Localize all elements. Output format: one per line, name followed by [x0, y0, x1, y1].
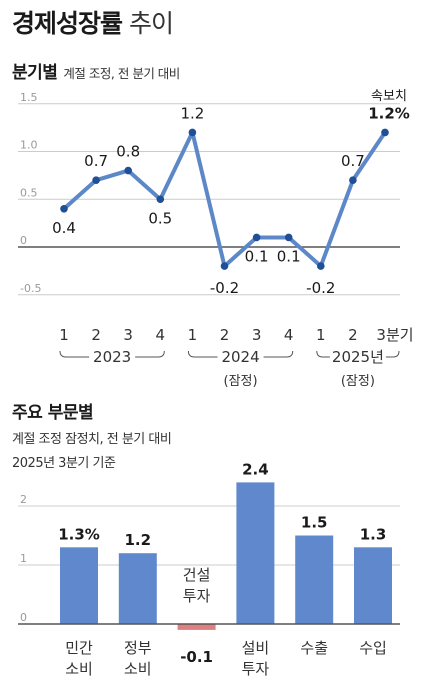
line-section-title: 분기별 계절 조정, 전 분기 대비	[12, 58, 180, 83]
bar-category-label: 정부	[124, 639, 152, 657]
bar-category-label: 설비	[242, 639, 270, 657]
line-point	[60, 205, 68, 213]
bar-section-note-2: 2025년 3분기 기준	[12, 456, 116, 471]
bar	[295, 535, 334, 624]
bar-category-label: 수입	[359, 639, 387, 657]
bar-category-label: 민간	[65, 639, 93, 657]
line-point	[188, 128, 197, 137]
year-bracket	[316, 350, 330, 358]
title-bold: 경제성장률	[12, 9, 123, 38]
year-bracket	[135, 350, 165, 358]
bar-ytick-label: 1	[20, 552, 27, 565]
line-xtick-label: 1	[188, 326, 198, 344]
line-point	[284, 233, 293, 242]
line-point	[317, 262, 325, 270]
bar-value-label: 1.2	[125, 531, 152, 549]
flash-estimate-label: 속보치	[371, 89, 407, 104]
line-ytick-label: 0.5	[20, 186, 38, 199]
line-value-label: 1.2	[180, 104, 204, 122]
bar-value-label: 1.3	[360, 525, 387, 543]
line-value-label: 0.1	[277, 247, 301, 265]
bar-value-label: 1.3%	[58, 525, 100, 543]
year-bracket	[263, 350, 294, 358]
line-value-label: 0.4	[52, 219, 76, 237]
line-xtick-label: 1	[59, 326, 69, 344]
line-point	[349, 176, 357, 184]
bar-category-label: 투자	[242, 660, 270, 678]
line-ytick-label: 1.0	[20, 139, 38, 152]
line-value-label: 0.8	[116, 143, 140, 161]
year-group-note: (잠정)	[224, 374, 258, 389]
line-xtick-label: 3분기	[376, 326, 413, 344]
bar-category-label: 수출	[300, 639, 328, 657]
line-xtick-label: 2	[220, 326, 230, 344]
line-xtick-label: 2	[348, 326, 358, 344]
line-value-label: 0.7	[84, 152, 108, 170]
line-xtick-label: 4	[156, 326, 166, 344]
line-xtick-label: 1	[316, 326, 326, 344]
line-value-label: 1.2%	[368, 104, 410, 122]
line-value-label: 0.7	[341, 152, 365, 170]
line-point	[381, 128, 389, 137]
year-group-label: 2024	[221, 348, 259, 366]
bar-ytick-label: 2	[20, 493, 27, 506]
bar-category-label: 소비	[124, 660, 152, 678]
line-section-subtitle: 계절 조정, 전 분기 대비	[63, 66, 180, 81]
bar-section-note-1: 계절 조정 잠정치, 전 분기 대비	[12, 432, 172, 447]
line-xtick-label: 2	[91, 326, 101, 344]
line-value-label: -0.2	[210, 279, 239, 297]
bar	[177, 624, 216, 630]
bar-ytick-label: 0	[20, 611, 27, 624]
year-group-label: 2025년	[332, 348, 384, 366]
bar	[60, 547, 98, 624]
line-section-title-text: 분기별	[12, 63, 58, 83]
line-point	[252, 233, 261, 242]
bar-value-label: 2.4	[242, 460, 269, 478]
line-xtick-label: 3	[123, 326, 133, 344]
line-ytick-label: 0	[20, 234, 27, 247]
bar-category-label: 건설	[183, 566, 211, 584]
bar-value-label: 1.5	[301, 514, 328, 532]
bar	[236, 482, 275, 624]
line-point	[92, 176, 100, 184]
bar-section-title: 주요 부문별	[12, 403, 94, 423]
line-value-label: 0.1	[245, 247, 269, 265]
bar-category-label: 투자	[183, 587, 211, 605]
year-group-label: 2023	[93, 348, 131, 366]
line-ytick-label: 1.5	[20, 91, 38, 104]
line-point	[220, 262, 229, 270]
line-point	[124, 166, 132, 175]
line-xtick-label: 4	[284, 326, 294, 344]
year-bracket	[59, 350, 90, 358]
bar-value-label: -0.1	[180, 648, 213, 666]
year-bracket	[385, 350, 400, 358]
title-light: 추이	[128, 9, 174, 38]
line-value-label: 0.5	[148, 209, 172, 227]
line-point	[156, 195, 165, 204]
bar	[118, 553, 157, 624]
line-xtick-label: 3	[252, 326, 262, 344]
line-value-label: -0.2	[306, 279, 335, 297]
year-bracket	[187, 350, 218, 358]
bar-category-label: 소비	[65, 660, 93, 678]
year-group-note: (잠정)	[341, 374, 375, 389]
bar	[354, 547, 392, 624]
page-title: 경제성장률 추이	[12, 4, 174, 40]
line-ytick-label: -0.5	[20, 282, 41, 295]
